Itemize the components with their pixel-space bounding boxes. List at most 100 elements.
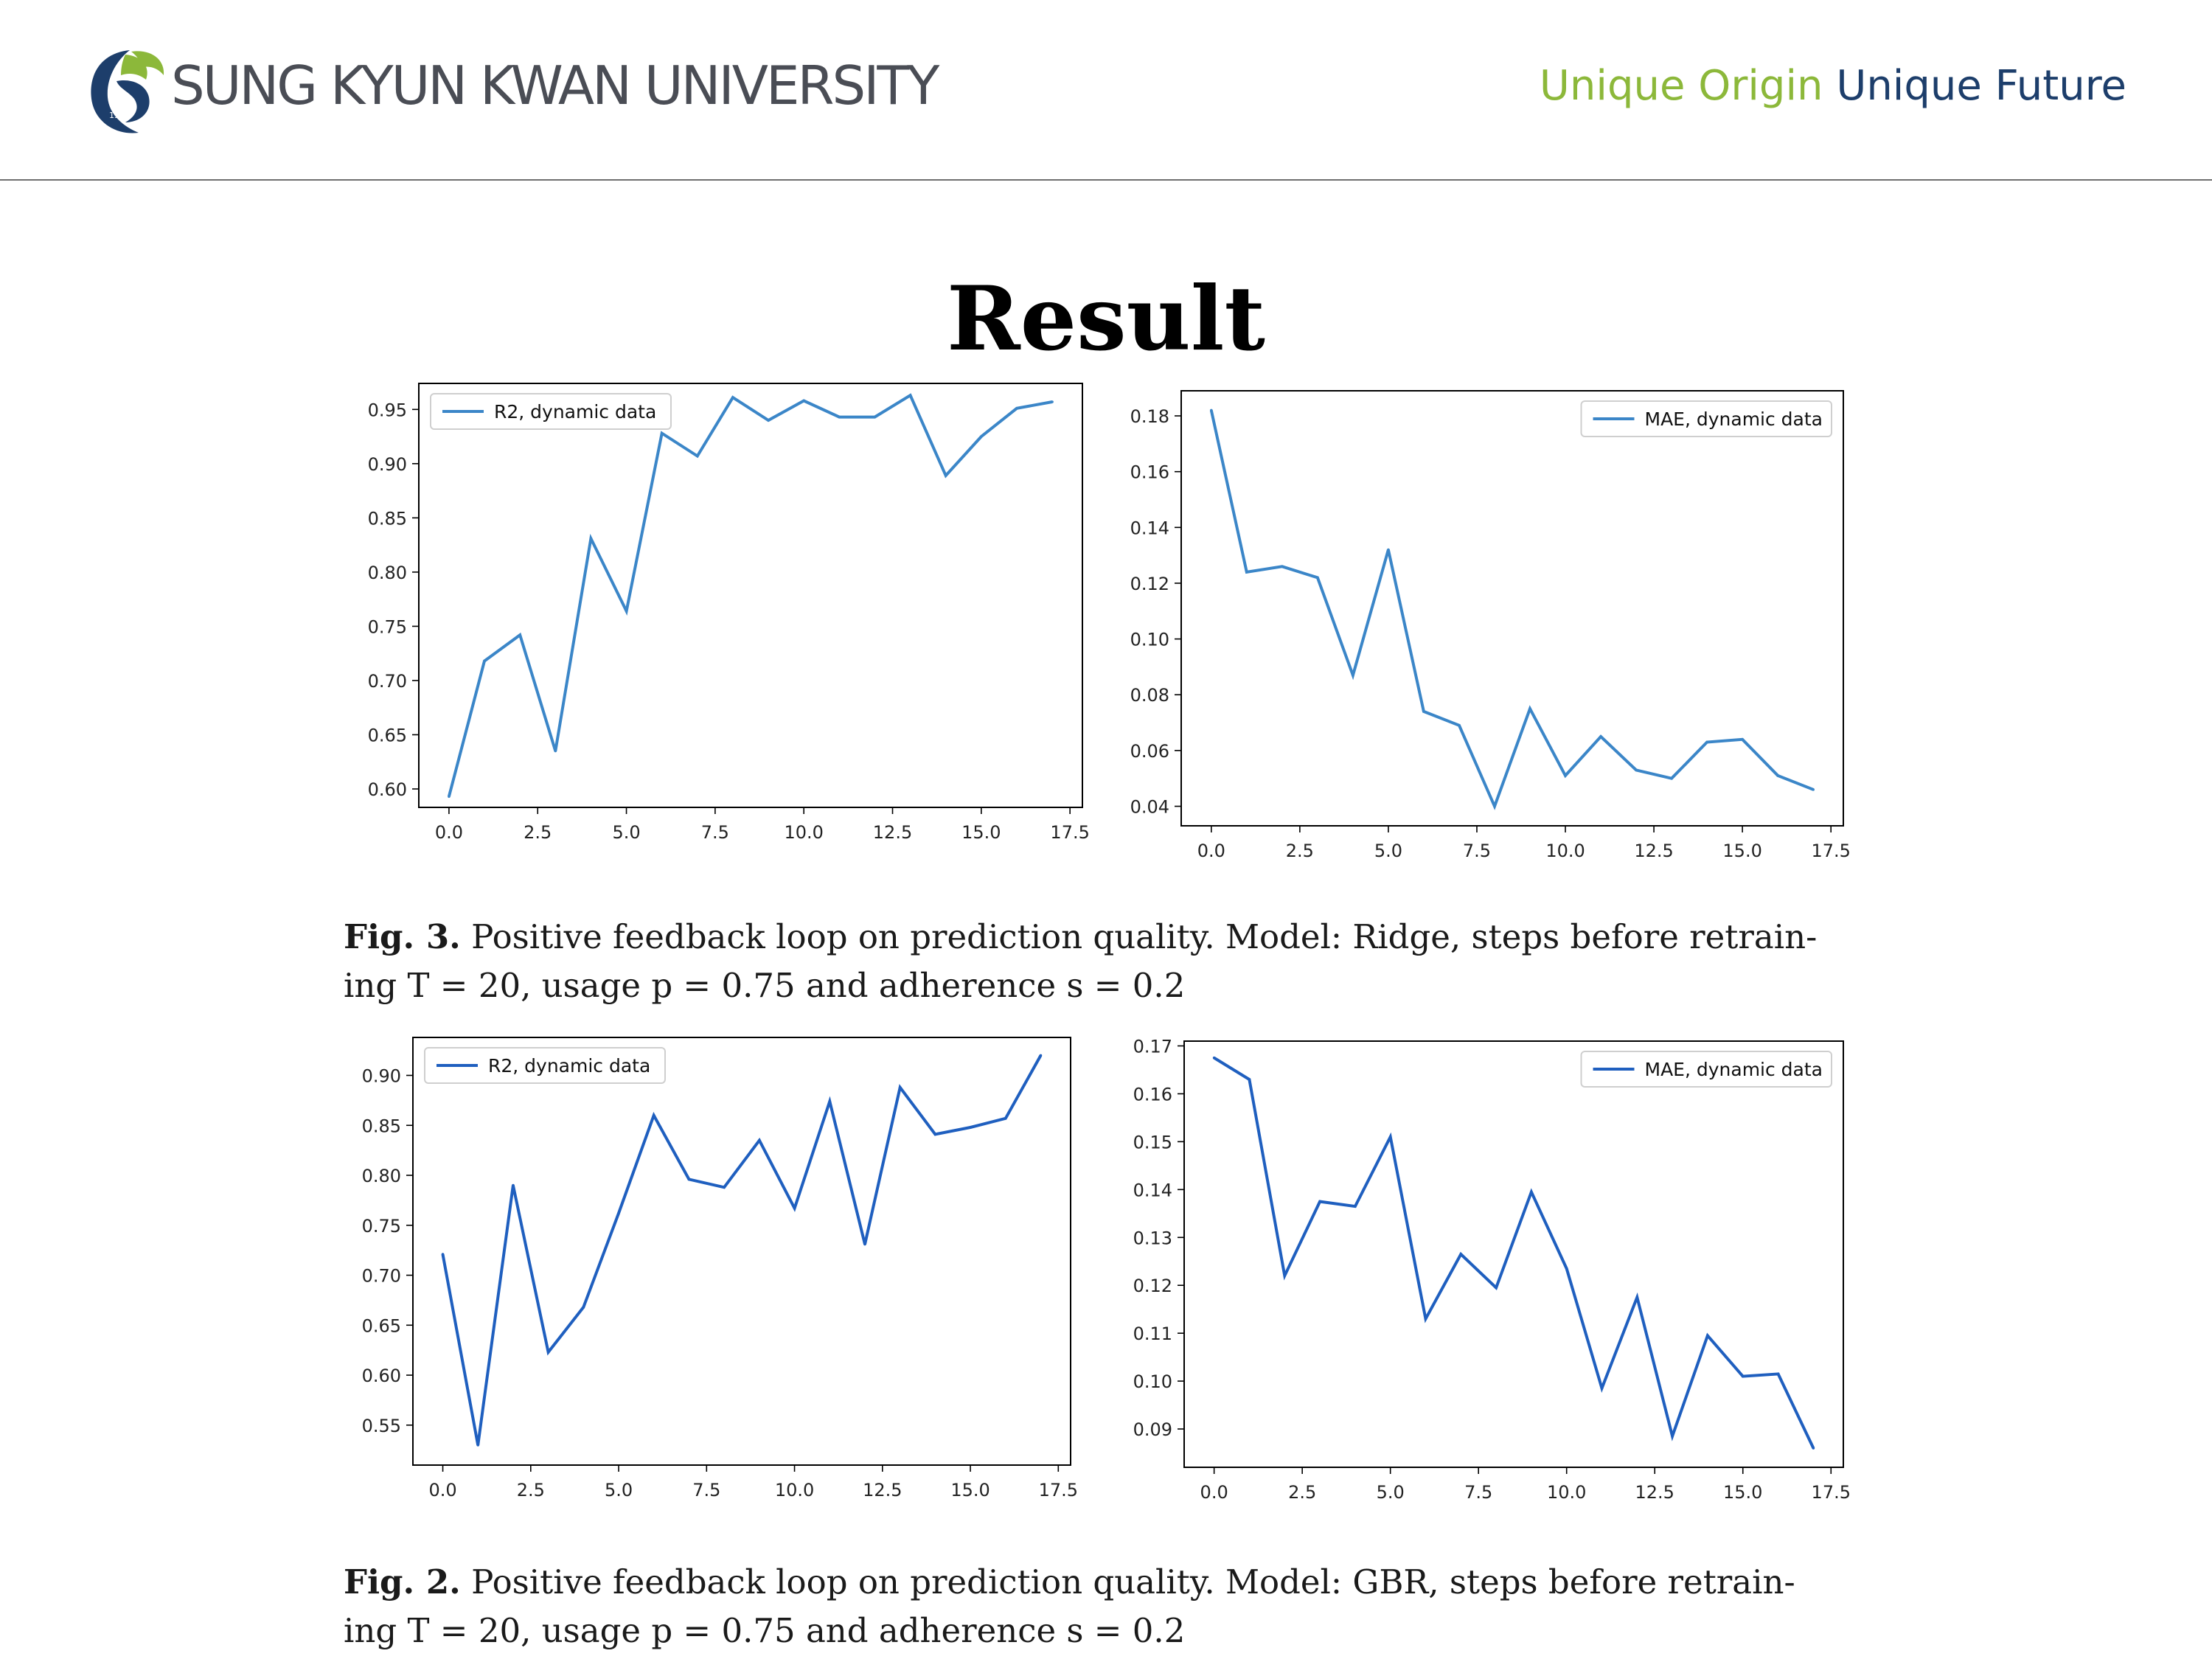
data-point [1388,1135,1392,1138]
y-tick-label: 0.75 [368,616,407,637]
university-logo-icon: 1398 [91,50,164,133]
data-point [1422,710,1425,713]
data-point [554,749,557,753]
data-point [1705,740,1708,744]
x-tick-label: 0.0 [1200,1482,1228,1503]
legend-label: R2, dynamic data [488,1055,650,1077]
data-point [838,415,841,419]
data-point [1812,1447,1815,1450]
y-tick-label: 0.18 [1130,406,1169,427]
x-tick-label: 17.5 [1811,841,1850,861]
x-tick-label: 7.5 [692,1480,720,1500]
y-tick-label: 0.85 [368,508,407,529]
x-tick-label: 2.5 [1286,841,1314,861]
y-tick-label: 0.70 [362,1266,401,1287]
x-tick-label: 5.0 [1377,1482,1405,1503]
x-tick-label: 0.0 [428,1480,456,1500]
legend-box [1580,1051,1832,1088]
data-point [518,633,521,636]
legend-box [424,1047,666,1084]
plot-frame [1180,390,1844,827]
y-tick-label: 0.65 [362,1315,401,1336]
data-point [1245,571,1248,574]
data-point [1635,1295,1639,1299]
x-tick-label: 10.0 [1545,841,1585,861]
data-point [863,1242,866,1246]
figure-2-caption-line-2: ing T = 20, usage p = 0.75 and adherence… [344,1611,1186,1650]
x-tick-label: 15.0 [1722,841,1761,861]
legend-box [1580,400,1832,437]
y-tick-label: 0.75 [362,1216,401,1237]
data-point [908,394,912,397]
university-name: SUNG KYUN KWAN UNIVERSITY [171,55,939,116]
data-point [1424,1317,1427,1321]
y-tick-label: 0.90 [368,454,407,475]
y-tick-label: 0.80 [362,1166,401,1186]
data-point [1706,1334,1709,1338]
data-point [512,1183,515,1187]
data-point [1459,1253,1463,1256]
x-tick-label: 12.5 [1634,841,1673,861]
data-point [1528,707,1531,710]
y-tick-label: 0.12 [1133,1276,1172,1296]
data-point [448,795,451,799]
x-tick-label: 15.0 [950,1480,990,1500]
figure-3-caption-line-2: ing T = 20, usage p = 0.75 and adherence… [344,966,1186,1005]
y-tick-label: 0.08 [1130,685,1169,706]
data-point [1281,565,1284,568]
figure-2-label: Fig. 2. [344,1562,461,1601]
x-tick-label: 2.5 [517,1480,545,1500]
x-tick-label: 7.5 [701,822,729,843]
y-tick-label: 0.16 [1130,462,1169,483]
data-point [1015,407,1018,410]
data-point [873,415,877,419]
data-point [1599,735,1602,738]
plot-frame [412,1037,1071,1466]
plot-frame [1183,1040,1844,1468]
x-tick-label: 15.0 [961,822,1001,843]
data-point [1004,1116,1007,1120]
data-point [1776,774,1779,777]
y-tick-label: 0.12 [1130,574,1169,594]
plot-frame [418,383,1083,808]
y-tick-label: 0.55 [362,1416,401,1436]
y-tick-label: 0.85 [362,1116,401,1136]
x-tick-label: 12.5 [863,1480,902,1500]
data-point [1318,1200,1321,1203]
y-tick-label: 0.60 [368,779,407,800]
figure-3-caption: Fig. 3. Positive feedback loop on predic… [344,913,1951,1010]
y-tick-label: 0.06 [1130,741,1169,762]
data-point [617,1211,620,1215]
data-point [476,1444,480,1447]
chart-legend: R2, dynamic data [424,1047,666,1084]
data-point [1776,1372,1780,1376]
figure-3-caption-line-1: Positive feedback loop on prediction qua… [460,917,1818,956]
data-point [793,1206,796,1210]
data-point [944,474,947,477]
data-point [1039,1054,1043,1057]
legend-label: MAE, dynamic data [1645,1059,1823,1080]
data-point [1741,1374,1745,1378]
data-point [546,1351,550,1354]
x-tick-label: 7.5 [1464,1482,1492,1503]
y-tick-label: 0.70 [368,671,407,692]
page-title: Result [947,267,1265,371]
data-point [1352,673,1354,677]
slide-header: 1398 SUNG KYUN KWAN UNIVERSITY Unique Or… [0,0,2212,181]
x-tick-label: 5.0 [605,1480,633,1500]
x-tick-label: 7.5 [1463,841,1491,861]
x-tick-label: 10.0 [784,822,823,843]
data-point [933,1133,937,1136]
x-tick-label: 17.5 [1039,1480,1078,1500]
y-tick-label: 0.80 [368,563,407,583]
y-tick-label: 0.09 [1133,1419,1172,1440]
x-tick-label: 17.5 [1050,822,1089,843]
data-point [767,419,770,422]
figure-2-caption: Fig. 2. Positive feedback loop on predic… [344,1558,1951,1655]
series-line [1209,410,1814,810]
figure-2-caption-line-1: Positive feedback loop on prediction qua… [460,1562,1795,1601]
data-point [483,659,486,663]
y-tick-label: 0.11 [1133,1324,1172,1344]
series-line [441,1054,1043,1446]
x-tick-label: 15.0 [1723,1482,1762,1503]
